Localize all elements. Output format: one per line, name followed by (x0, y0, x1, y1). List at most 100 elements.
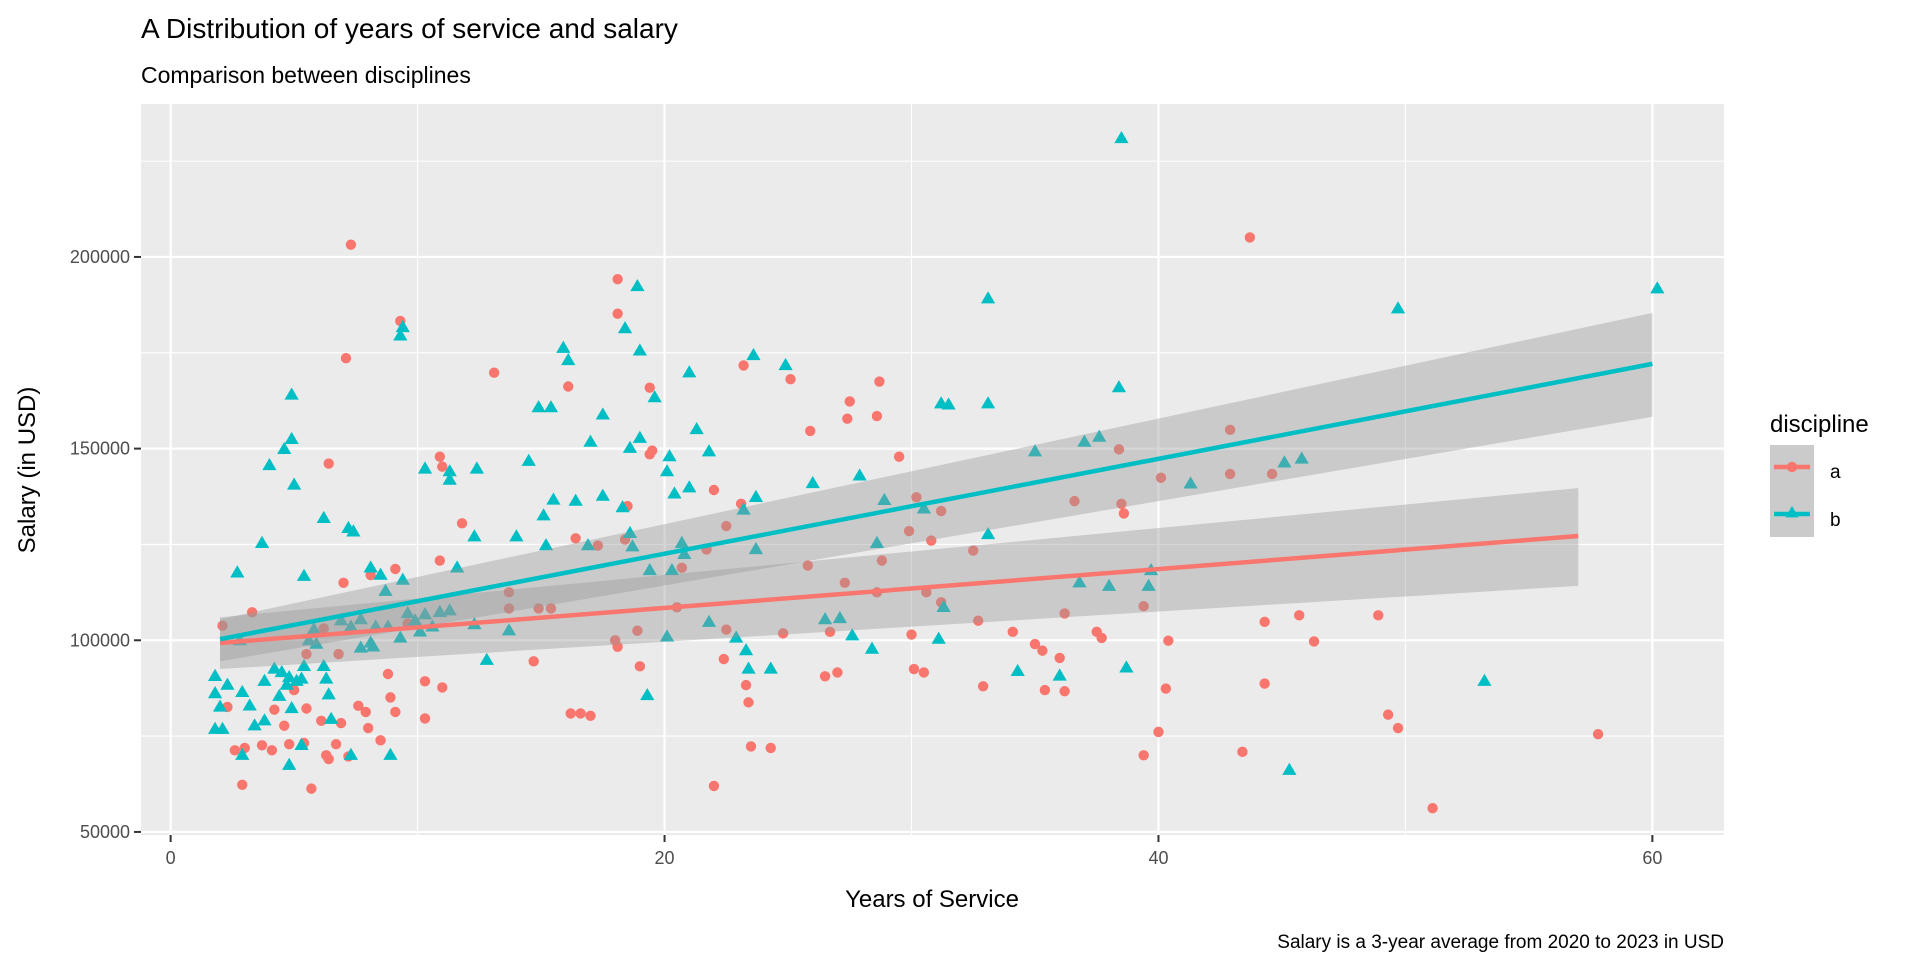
data-point-b (980, 291, 996, 304)
data-point-a (1059, 608, 1070, 619)
data-point-b (235, 747, 250, 760)
x-tick-label: 20 (655, 848, 675, 868)
data-point-b (941, 397, 956, 410)
data-point-a (1392, 722, 1404, 734)
data-point-b (741, 661, 756, 674)
data-point-b (373, 567, 388, 580)
data-point-b (220, 677, 235, 690)
data-point-b (647, 390, 662, 403)
data-point-b (701, 444, 717, 457)
data-point-a (321, 750, 332, 761)
data-point-b (667, 486, 682, 499)
data-point-a (269, 704, 280, 715)
data-point-b (936, 599, 951, 612)
data-point-b (257, 673, 272, 686)
data-point-b (664, 563, 680, 576)
data-point-a (676, 562, 688, 574)
data-point-b (286, 477, 302, 490)
data-point-a (908, 663, 920, 675)
data-point-b (805, 475, 820, 489)
chart-subtitle: Comparison between disciplines (141, 62, 471, 88)
data-point-a (1118, 508, 1130, 519)
data-point-a (503, 587, 515, 598)
data-point-a (1373, 610, 1384, 621)
data-point-a (765, 742, 776, 754)
data-point-b (432, 604, 447, 617)
data-point-b (538, 538, 554, 551)
data-point-b (479, 652, 494, 665)
data-point-a (365, 569, 376, 581)
data-point-b (845, 628, 860, 641)
data-point-b (449, 560, 465, 573)
x-axis-title: Years of Service (845, 886, 1019, 913)
data-point-b (296, 568, 312, 581)
data-point-b (353, 612, 368, 625)
data-point-a (375, 735, 386, 746)
data-point-b (778, 357, 793, 371)
data-point-a (360, 706, 371, 718)
data-point-b (617, 321, 633, 334)
data-point-a (1155, 472, 1167, 483)
data-point-a (301, 648, 312, 660)
data-point-b (580, 538, 596, 551)
data-point-b (536, 508, 551, 521)
data-point-b (630, 278, 645, 292)
data-point-b (407, 613, 423, 626)
data-point-b (1052, 668, 1067, 681)
data-point-a (802, 560, 813, 571)
data-point-b (306, 622, 321, 635)
data-point-a (306, 783, 317, 794)
data-point-a (1237, 746, 1248, 758)
data-point-b (1072, 575, 1087, 588)
data-point-b (568, 493, 583, 506)
legend-label-b: b (1830, 510, 1841, 531)
data-point-b (242, 698, 257, 711)
data-point-b (301, 633, 317, 646)
data-point-a (609, 635, 621, 646)
data-point-a (832, 667, 843, 678)
data-point-a (740, 679, 752, 691)
data-point-b (659, 464, 675, 477)
data-point-a (708, 780, 720, 792)
data-point-a (353, 700, 364, 712)
data-point-a (842, 413, 853, 424)
data-point-a (644, 382, 655, 393)
data-point-a (819, 671, 831, 682)
data-point-a (632, 625, 643, 636)
data-point-a (340, 352, 352, 364)
legend-triangle-icon (1785, 506, 1799, 518)
data-point-a (338, 577, 349, 588)
data-point-b (383, 747, 398, 760)
data-point-b (642, 563, 657, 576)
data-point-b (595, 407, 610, 420)
trend-line-b (219, 361, 1653, 642)
data-point-a (229, 745, 241, 756)
data-point-b (346, 524, 361, 537)
trend-line-a (219, 533, 1579, 646)
data-point-a (1294, 610, 1305, 621)
data-point-a (345, 239, 357, 250)
data-point-a (738, 360, 749, 371)
data-point-a (419, 676, 431, 687)
data-point-a (612, 308, 623, 319)
data-point-a (333, 648, 344, 660)
data-point-b (417, 607, 433, 620)
data-point-a (876, 555, 888, 566)
data-point-a (1138, 600, 1149, 612)
data-point-b (257, 713, 272, 726)
data-point-a (323, 458, 334, 469)
data-point-a (903, 525, 915, 537)
data-point-b (931, 631, 946, 644)
data-point-b (1141, 578, 1156, 591)
data-point-b (393, 630, 408, 643)
data-point-b (267, 661, 282, 674)
data-point-b (207, 668, 223, 681)
data-point-a (972, 615, 984, 626)
data-point-b (378, 583, 393, 596)
data-point-b (343, 747, 359, 760)
data-point-a (1054, 652, 1065, 664)
legend-circle-icon (1786, 461, 1798, 473)
data-point-b (274, 664, 289, 678)
data-point-a (256, 740, 268, 751)
data-point-b (395, 319, 410, 333)
